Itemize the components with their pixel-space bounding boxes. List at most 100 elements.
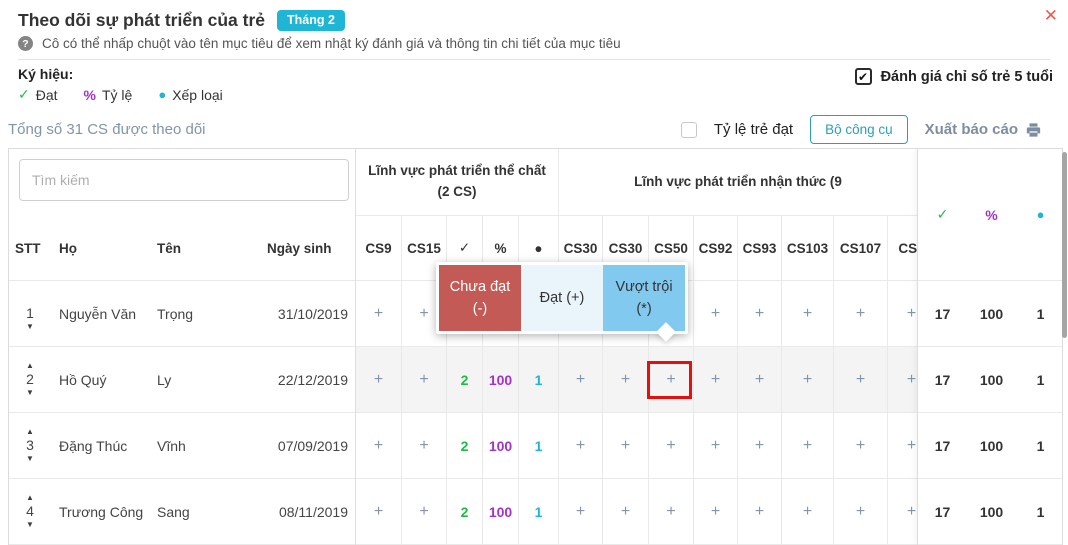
help-icon[interactable]: ? bbox=[18, 36, 33, 51]
score-cell[interactable]: + bbox=[648, 479, 693, 544]
score-cell[interactable]: + bbox=[602, 347, 648, 412]
col-header-cs50[interactable]: CS50 bbox=[648, 216, 693, 280]
birth-date: 07/09/2019 bbox=[277, 437, 348, 454]
score-cell[interactable]: + bbox=[887, 347, 935, 412]
group-header-row: Lĩnh vực phát triển thể chất (2 CS) Lĩnh… bbox=[356, 149, 1062, 216]
summary-header: ✓ % ● bbox=[918, 149, 1062, 281]
rate-checkbox[interactable] bbox=[680, 121, 697, 138]
score-cell[interactable]: + bbox=[833, 347, 887, 412]
score-cell[interactable]: + bbox=[558, 347, 602, 412]
score-cell[interactable]: + bbox=[781, 281, 833, 346]
option-dat[interactable]: Đạt (+) bbox=[521, 265, 603, 331]
sort-down-icon[interactable]: ▼ bbox=[26, 454, 34, 464]
sort-up-icon[interactable]: ▲ bbox=[26, 492, 34, 502]
score-cell[interactable]: + bbox=[693, 413, 737, 478]
student-row: ▲ 1 ▼ Nguyễn Văn Trọng 31/10/2019 bbox=[9, 281, 355, 347]
search-input[interactable] bbox=[19, 159, 349, 201]
col-header-cs103[interactable]: CS103 bbox=[781, 216, 833, 280]
score-cell[interactable]: + bbox=[558, 479, 602, 544]
student-row: ▲ 4 ▼ Trương Công Sang 08/11/2019 bbox=[9, 479, 355, 545]
score-cell[interactable]: + bbox=[737, 347, 781, 412]
close-icon[interactable]: ✕ bbox=[1043, 6, 1058, 25]
percent-total: 100 bbox=[979, 437, 1004, 454]
score-cell[interactable]: + bbox=[558, 413, 602, 478]
score-cell[interactable]: + bbox=[781, 347, 833, 412]
score-cell[interactable]: + bbox=[602, 479, 648, 544]
row-sorter: ▲ 3 ▼ bbox=[9, 427, 51, 465]
col-header-cs9[interactable]: CS9 bbox=[365, 240, 392, 256]
total-indicators-text: Tổng số 31 CS được theo dõi bbox=[8, 121, 206, 138]
check-icon: ✓ bbox=[18, 86, 30, 102]
tools-button[interactable]: Bộ công cụ bbox=[810, 115, 908, 144]
score-cell[interactable]: + bbox=[887, 281, 935, 346]
col-header-ho: Họ bbox=[59, 240, 77, 256]
option-vuot-troi[interactable]: Vượt trội (*) bbox=[603, 265, 685, 331]
rate-label: Tỷ lệ trẻ đạt bbox=[713, 121, 794, 138]
col-header-cs92[interactable]: CS92 bbox=[693, 216, 737, 280]
score-cell[interactable]: + bbox=[737, 413, 781, 478]
score-cell[interactable]: + bbox=[401, 479, 446, 544]
last-name: Hồ Quý bbox=[59, 371, 107, 388]
score-cell[interactable]: + bbox=[887, 413, 935, 478]
student-row: ▲ 2 ▼ Hồ Quý Ly 22/12/2019 bbox=[9, 347, 355, 413]
score-cell[interactable]: + bbox=[401, 347, 446, 412]
score-cell[interactable]: + bbox=[737, 479, 781, 544]
birth-date: 08/11/2019 bbox=[278, 503, 348, 520]
score-cell[interactable]: + bbox=[693, 281, 737, 346]
summary-panel: ✓ % ● 17 100 1 17 100 1 17 100 1 17 100 bbox=[917, 149, 1062, 545]
score-cell[interactable]: + bbox=[781, 479, 833, 544]
score-cell[interactable]: + bbox=[401, 413, 446, 478]
score-cell[interactable]: + bbox=[833, 281, 887, 346]
score-cell[interactable]: + bbox=[648, 413, 693, 478]
sort-down-icon[interactable]: ▼ bbox=[26, 388, 34, 398]
sort-down-icon[interactable]: ▼ bbox=[26, 520, 34, 530]
rating-total: 1 bbox=[1036, 503, 1045, 520]
score-cell[interactable]: + bbox=[887, 479, 935, 544]
col-header-cs107[interactable]: CS107 bbox=[833, 216, 887, 280]
left-header-row: STT Họ Tên Ngày sinh bbox=[9, 216, 355, 281]
age-filter: ✔ Đánh giá chỉ số trẻ 5 tuổi bbox=[854, 68, 1053, 85]
score-cell[interactable]: + bbox=[693, 479, 737, 544]
score-cell[interactable]: + bbox=[737, 281, 781, 346]
col-header-cs93[interactable]: CS93 bbox=[737, 216, 781, 280]
achieved-total: 17 bbox=[934, 305, 951, 322]
summary-row: 17 100 1 bbox=[918, 413, 1062, 479]
col-header-ten: Tên bbox=[157, 240, 182, 256]
row-sorter: ▲ 4 ▼ bbox=[9, 493, 51, 531]
score-cell[interactable]: + bbox=[781, 413, 833, 478]
tracking-table: Lĩnh vực phát triển thể chất (2 CS) Lĩnh… bbox=[8, 148, 1063, 545]
achieved-count-cell: 2 bbox=[446, 347, 482, 412]
row-sorter: ▲ 2 ▼ bbox=[9, 361, 51, 399]
score-cell[interactable]: + bbox=[373, 370, 384, 388]
score-cell[interactable]: + bbox=[693, 347, 737, 412]
percent-cell: 100 bbox=[482, 479, 518, 544]
score-cell[interactable]: + bbox=[373, 502, 384, 520]
score-cell[interactable]: + bbox=[401, 281, 446, 346]
achieved-total: 17 bbox=[934, 371, 951, 388]
score-cell[interactable]: + bbox=[602, 413, 648, 478]
achieved-count-cell: 2 bbox=[446, 479, 482, 544]
score-cell[interactable]: + bbox=[833, 479, 887, 544]
score-cell[interactable]: + bbox=[373, 436, 384, 454]
sort-down-icon[interactable]: ▼ bbox=[26, 322, 34, 332]
summary-row: 17 100 1 bbox=[918, 479, 1062, 545]
sort-up-icon[interactable]: ▲ bbox=[26, 360, 34, 370]
first-name: Sang bbox=[157, 503, 190, 520]
printer-icon bbox=[1026, 122, 1041, 137]
help-text: Cô có thể nhấp chuột vào tên mục tiêu để… bbox=[42, 36, 621, 51]
rating-cell: 1 bbox=[518, 347, 558, 412]
col-header-cs15[interactable]: CS15 bbox=[401, 216, 446, 280]
percent-icon: % bbox=[83, 86, 96, 103]
score-cell[interactable]: + bbox=[373, 304, 384, 322]
col-header-cs30b[interactable]: CS30 bbox=[602, 216, 648, 280]
export-report-link[interactable]: Xuất báo cáo bbox=[925, 121, 1042, 138]
score-cell[interactable]: + bbox=[833, 413, 887, 478]
sort-up-icon[interactable]: ▲ bbox=[26, 426, 34, 436]
panel-header: Theo dõi sự phát triển của trẻ Tháng 2 ✕… bbox=[0, 0, 1068, 60]
row-number: 2 bbox=[26, 370, 34, 387]
col-header-cs30[interactable]: CS30 bbox=[558, 216, 602, 280]
option-chua-dat[interactable]: Chưa đạt (-) bbox=[439, 265, 521, 331]
vertical-scrollbar[interactable] bbox=[1062, 152, 1067, 338]
age-filter-checkbox[interactable]: ✔ bbox=[854, 68, 872, 85]
last-name: Nguyễn Văn bbox=[59, 305, 137, 322]
